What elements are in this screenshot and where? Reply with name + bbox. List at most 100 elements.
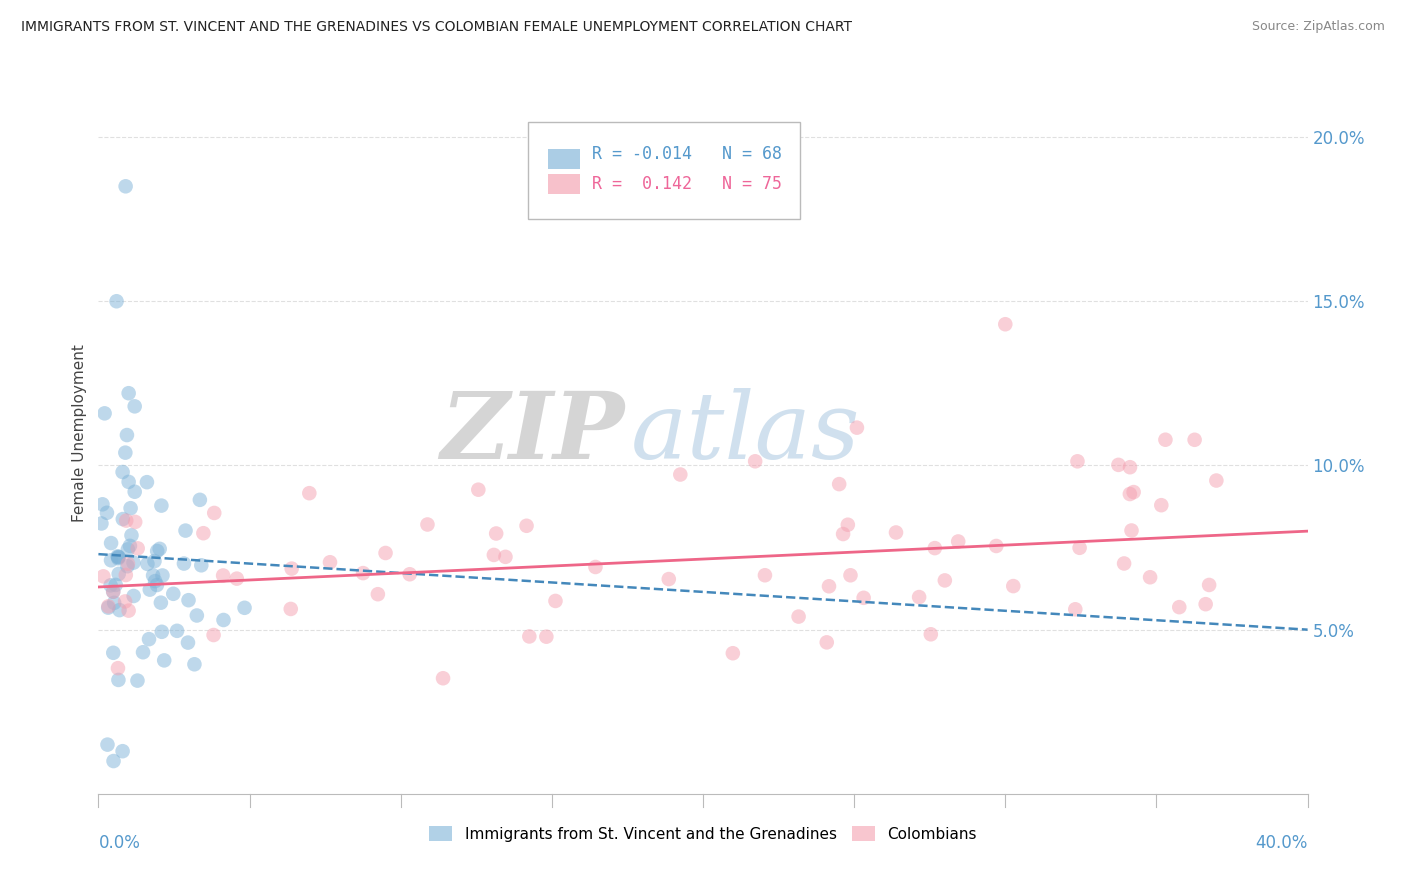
Point	[90, 516, 112, 531]
Point	[280, 602, 302, 616]
Point	[585, 560, 607, 574]
Text: ZIP: ZIP	[440, 388, 624, 477]
Point	[845, 420, 868, 434]
Point	[934, 574, 956, 588]
Point	[107, 673, 129, 687]
Point	[107, 566, 129, 581]
Point	[124, 400, 146, 414]
Point	[107, 661, 129, 675]
Point	[432, 671, 454, 685]
Point	[136, 475, 159, 490]
Point	[367, 587, 389, 601]
Point	[1107, 458, 1129, 472]
Point	[1119, 460, 1142, 475]
Point	[467, 483, 489, 497]
Point	[1198, 578, 1220, 592]
Point	[1064, 602, 1087, 616]
Point	[122, 589, 145, 603]
Point	[669, 467, 692, 482]
Point	[908, 590, 931, 604]
Point	[183, 657, 205, 672]
Point	[174, 524, 197, 538]
Point	[103, 596, 125, 610]
Point	[1168, 600, 1191, 615]
Point	[1112, 557, 1135, 571]
Text: 0.0%: 0.0%	[98, 834, 141, 852]
Point	[832, 527, 855, 541]
Point	[202, 506, 225, 520]
Point	[149, 596, 172, 610]
Point	[111, 744, 134, 758]
Point	[839, 568, 862, 582]
Point	[1154, 433, 1177, 447]
Point	[153, 653, 176, 667]
Point	[721, 646, 744, 660]
Point	[815, 635, 838, 649]
Point	[212, 613, 235, 627]
Point	[97, 600, 120, 615]
Point	[143, 554, 166, 568]
Point	[233, 600, 256, 615]
FancyBboxPatch shape	[548, 174, 579, 194]
Point	[754, 568, 776, 582]
Point	[166, 624, 188, 638]
Text: Source: ZipAtlas.com: Source: ZipAtlas.com	[1251, 20, 1385, 33]
Point	[416, 517, 439, 532]
Point	[114, 179, 136, 194]
Point	[1150, 498, 1173, 512]
Point	[924, 541, 946, 555]
Point	[787, 609, 810, 624]
Point	[143, 574, 166, 588]
Text: IMMIGRANTS FROM ST. VINCENT AND THE GRENADINES VS COLOMBIAN FEMALE UNEMPLOYMENT : IMMIGRANTS FROM ST. VINCENT AND THE GREN…	[21, 20, 852, 34]
Point	[103, 646, 125, 660]
Point	[146, 544, 169, 558]
Point	[118, 386, 141, 401]
Point	[828, 477, 851, 491]
Point	[117, 559, 139, 574]
Point	[994, 318, 1017, 332]
Point	[136, 557, 159, 571]
Point	[482, 548, 505, 562]
Point	[1122, 485, 1144, 500]
Legend: Immigrants from St. Vincent and the Grenadines, Colombians: Immigrants from St. Vincent and the Gren…	[423, 820, 983, 847]
Point	[193, 526, 215, 541]
Point	[516, 518, 538, 533]
Point	[117, 542, 139, 557]
Point	[132, 645, 155, 659]
Point	[1121, 524, 1143, 538]
Point	[152, 568, 174, 582]
Point	[111, 512, 134, 526]
Point	[352, 566, 374, 580]
Point	[986, 539, 1008, 553]
Point	[104, 578, 127, 592]
Point	[884, 525, 907, 540]
Point	[124, 515, 146, 529]
Point	[105, 294, 128, 309]
Point	[1002, 579, 1025, 593]
Point	[100, 578, 122, 592]
Point	[114, 594, 136, 608]
Point	[398, 567, 420, 582]
Point	[103, 754, 125, 768]
Point	[142, 568, 165, 582]
Point	[948, 534, 970, 549]
Point	[298, 486, 321, 500]
Text: atlas: atlas	[630, 388, 860, 477]
Point	[91, 497, 114, 511]
Point	[108, 603, 131, 617]
Point	[186, 608, 208, 623]
Point	[138, 632, 160, 647]
Point	[96, 506, 118, 520]
Point	[118, 539, 141, 553]
Point	[121, 528, 143, 542]
Point	[1119, 487, 1142, 501]
Point	[173, 557, 195, 571]
Point	[837, 517, 859, 532]
Point	[127, 541, 149, 556]
Point	[100, 536, 122, 550]
Point	[188, 492, 211, 507]
Point	[319, 555, 342, 569]
Point	[120, 501, 142, 516]
Point	[658, 572, 681, 586]
Point	[818, 579, 841, 593]
